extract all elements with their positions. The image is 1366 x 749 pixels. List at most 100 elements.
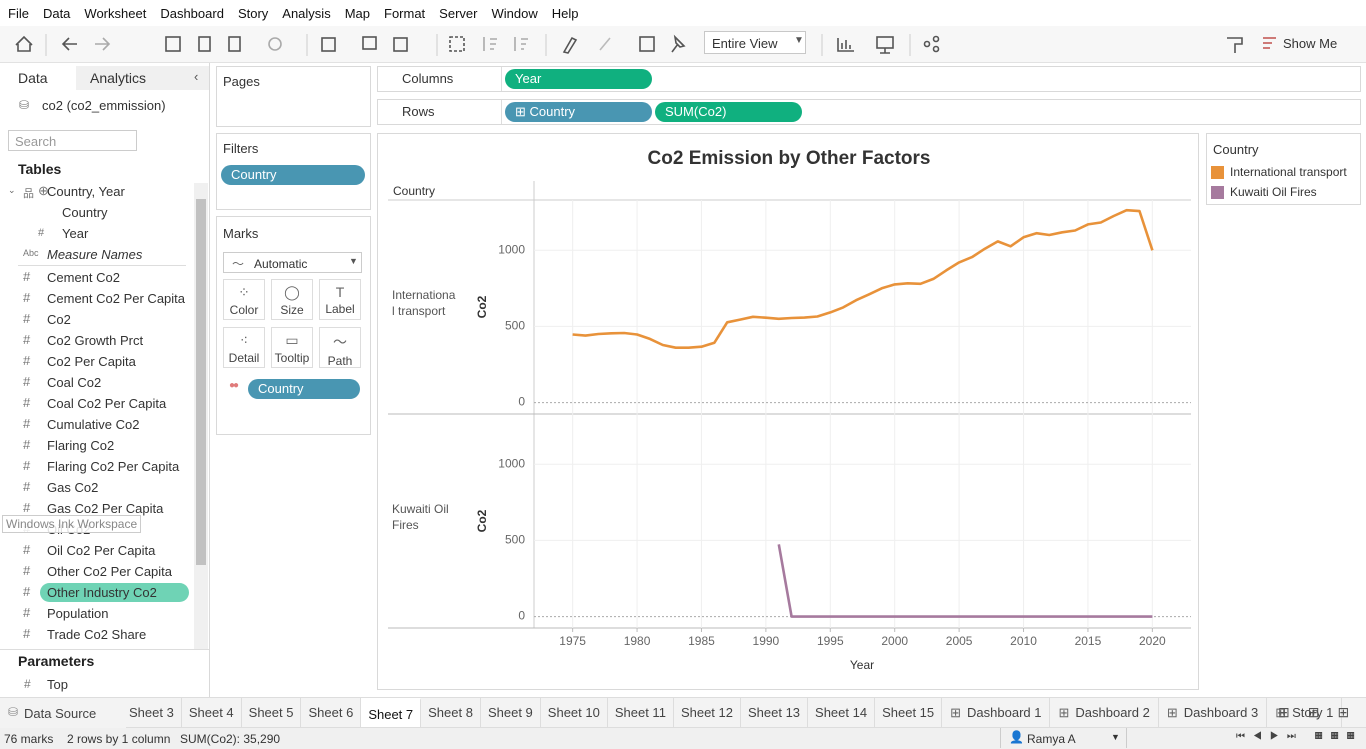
mark-type-dropdown[interactable]: 〜 Automatic ▼ (223, 252, 362, 273)
mark-button-label: Tooltip (274, 351, 310, 365)
marks-pill-label: Country (258, 381, 304, 396)
menu-item[interactable]: Dashboard (160, 5, 224, 21)
sheet-tab[interactable]: ⊞ Dashboard 3 (1159, 698, 1268, 728)
field[interactable]: Coal Co2 (47, 375, 102, 390)
scroll-thumb[interactable] (196, 199, 206, 565)
x-axis-title: Year (850, 658, 874, 672)
field[interactable]: Measure Names (47, 247, 143, 262)
data-tab[interactable]: Data (0, 66, 76, 91)
legend-item[interactable]: International transport (1211, 164, 1357, 182)
field[interactable]: Cumulative Co2 (47, 417, 140, 432)
sheet-tab[interactable]: Sheet 9 (481, 698, 541, 728)
field[interactable]: Cement Co2 (47, 270, 120, 285)
menu-item[interactable]: Analysis (282, 5, 331, 21)
nav-buttons[interactable]: ⏮◀▶⏭ ▦▦▦ (1236, 731, 1363, 742)
mark-button[interactable]: T Label (319, 279, 361, 320)
sheet-tab[interactable]: ⊞ Dashboard 1 (942, 698, 1051, 728)
rows-pill[interactable]: SUM(Co2) (655, 102, 802, 122)
sheet-tab[interactable]: Sheet 3 (122, 698, 182, 728)
mark-button[interactable]: ◯ Size (271, 279, 313, 320)
filter-pill[interactable]: Country (221, 165, 365, 185)
marks-card: Marks 〜 Automatic ▼ ⁘ Color ◯ Size T Label ⁖ De… (216, 216, 371, 435)
show-me[interactable]: Show Me (1283, 36, 1338, 51)
x-tick-label: 2015 (1075, 634, 1102, 648)
sheet-tab[interactable]: Sheet 11 (608, 698, 674, 728)
field[interactable]: Gas Co2 (47, 480, 99, 495)
field[interactable]: Trade Co2 Share (47, 627, 147, 642)
mark-buttons: ⁘ Color ◯ Size T Label ⁖ Detail ▭ Tooltip 〜 Path (223, 279, 365, 371)
fit-dropdown[interactable]: Entire View ▼ (704, 31, 806, 54)
sheet-tab[interactable]: Sheet 10 (541, 698, 608, 728)
x-tick-label: 2000 (881, 634, 908, 648)
field[interactable]: Co2 Growth Prct (47, 333, 144, 348)
new-sheet-icons[interactable]: ⊞⊞⊞ (1278, 704, 1366, 720)
field[interactable]: Other Industry Co2 (47, 585, 157, 600)
ink-tooltip: Windows Ink Workspace (2, 515, 142, 533)
search-box[interactable]: Search (8, 130, 137, 151)
menu-item[interactable]: Map (344, 5, 370, 21)
sheet-tab[interactable]: Sheet 4 (182, 698, 242, 728)
mark-button[interactable]: 〜 Path (319, 327, 361, 368)
sheet-tab[interactable]: ⊞ Story 1 (1267, 698, 1343, 728)
search-placeholder: Search (15, 134, 57, 149)
mark-button[interactable]: ▭ Tooltip (271, 327, 313, 368)
field[interactable]: Co2 Per Capita (47, 354, 136, 369)
sheet-tab-label: Sheet 11 (614, 705, 666, 720)
field-icon: 品 (23, 188, 34, 200)
selected-field-pill (40, 583, 189, 602)
menu-item[interactable]: Worksheet (84, 5, 147, 21)
field-icon: # (23, 311, 31, 326)
tab-icon: ⊞ (1166, 705, 1178, 720)
data-source-tab[interactable]: ⛁ Data Source (0, 698, 126, 728)
sheet-tab[interactable]: ⊞ Dashboard 2 (1050, 698, 1159, 728)
field-icon: # (23, 458, 31, 473)
field[interactable]: Country (62, 205, 108, 220)
analytics-tab[interactable]: Analytics (90, 70, 147, 86)
sheet-tab[interactable]: Sheet 14 (808, 698, 876, 728)
menu-item[interactable]: Format (384, 5, 426, 21)
sheet-tab[interactable]: Sheet 5 (242, 698, 302, 728)
marks-pill[interactable]: Country (248, 379, 360, 399)
field[interactable]: Gas Co2 Per Capita (47, 501, 164, 516)
data-source-name[interactable]: co2 (co2_emmission) (42, 98, 166, 113)
menu-item[interactable]: Window (491, 5, 538, 21)
rows-label: Rows (402, 104, 435, 119)
data-source-icon: ⛁ (8, 705, 19, 719)
sheet-tab-label: Sheet 14 (815, 705, 868, 720)
menu-item[interactable]: Data (42, 5, 71, 21)
dropdown-arrow: ▼ (794, 35, 804, 46)
field[interactable]: Country, Year (47, 184, 125, 199)
menu-item[interactable]: Help (551, 5, 579, 21)
mark-button-label: Color (229, 303, 259, 317)
user-dropdown[interactable]: 👤 Ramya A ▼ (1000, 728, 1127, 748)
sheet-tab[interactable]: Sheet 15 (875, 698, 943, 728)
field[interactable]: Flaring Co2 Per Capita (47, 459, 180, 474)
sheet-tab[interactable]: Sheet 7 (361, 698, 422, 728)
columns-pill[interactable]: Year (505, 69, 652, 89)
field[interactable]: Population (47, 606, 109, 621)
rows-pill[interactable]: ⊞ Country (505, 102, 652, 122)
field[interactable]: Flaring Co2 (47, 438, 115, 453)
mark-button[interactable]: ⁘ Color (223, 279, 265, 320)
field[interactable]: Year (62, 226, 89, 241)
field[interactable]: Coal Co2 Per Capita (47, 396, 167, 411)
collapse[interactable]: ‹ (194, 69, 199, 84)
field[interactable]: Other Co2 Per Capita (47, 564, 173, 579)
field[interactable]: Cement Co2 Per Capita (47, 291, 186, 306)
sheet-tab[interactable]: Sheet 13 (741, 698, 809, 728)
sheet-tab[interactable]: Sheet 12 (674, 698, 741, 728)
menu-item[interactable]: Server (439, 5, 478, 21)
menu-item[interactable]: Story (237, 5, 269, 21)
mark-button[interactable]: ⁖ Detail (223, 327, 265, 368)
sheet-tab[interactable]: Sheet 6 (301, 698, 362, 728)
parameter[interactable]: Top (47, 677, 68, 692)
mark-button-icon: ▭ (285, 332, 299, 348)
field[interactable]: Co2 (47, 312, 71, 327)
field-icon: # (23, 395, 31, 410)
sheet-tab[interactable]: Sheet 8 (421, 698, 481, 728)
field[interactable]: Oil Co2 Per Capita (47, 543, 156, 558)
menu-item[interactable]: File (8, 5, 29, 21)
sheet-tab-label: Sheet 13 (747, 705, 801, 720)
toolbar: Entire View ▼ Show Me (0, 26, 1366, 63)
legend-item[interactable]: Kuwaiti Oil Fires (1211, 184, 1357, 202)
